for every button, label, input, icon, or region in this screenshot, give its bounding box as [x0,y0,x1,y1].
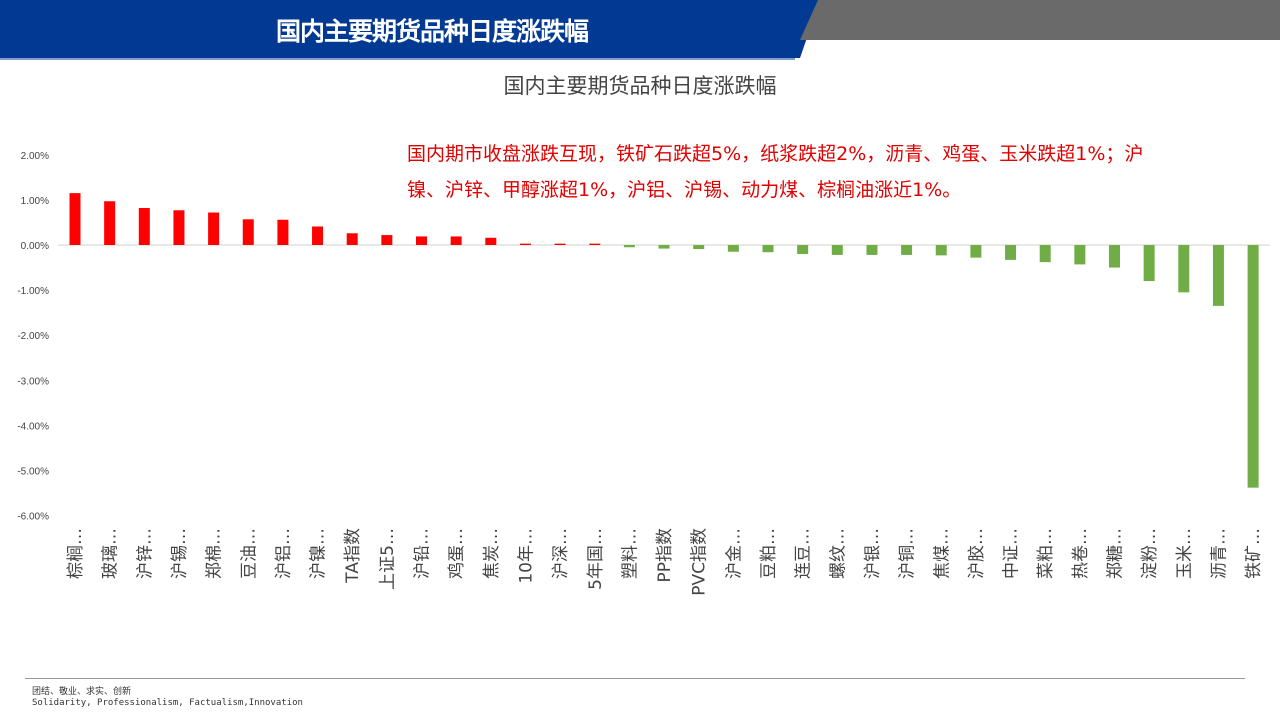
x-tick-label: 5年国… [586,528,606,590]
x-tick-label: 郑棉… [205,528,225,579]
footer-motto-en: Solidarity, Professionalism, Factualism,… [32,698,303,708]
bar [866,245,878,255]
y-tick-label: -1.00% [17,286,49,297]
bar [138,208,150,245]
x-tick-label: 沪锡… [170,528,190,579]
header-bar [0,0,820,58]
bar [901,245,913,255]
x-tick-label: 塑料… [620,528,640,579]
bar [623,245,635,248]
y-tick-label: -6.00% [17,512,49,523]
bar [277,219,289,245]
x-tick-label: 棕榈… [66,528,86,579]
bar [762,245,774,253]
bar-chart: 2.00% 1.00% 0.00% -1.00% -2.00% -3.00% -4.00% -… [17,151,1270,596]
bar [450,236,462,245]
y-tick-label: 2.00% [21,151,49,162]
x-tick-label: PP指数 [655,528,675,583]
x-tick-label: TA指数 [343,528,363,584]
x-tick-label: 鸡蛋… [447,528,467,579]
footer-motto-cn: 团结、敬业、求实、创新 [32,687,132,697]
y-tick-label: -4.00% [17,421,49,432]
chart-annotation: 国内期市收盘涨跌互现，铁矿石跌超5%，纸浆跌超2%，沥青、鸡蛋、玉米跌超1%；沪… [407,143,1144,201]
x-tick-label: 沪镍… [309,528,329,579]
y-tick-label: -3.00% [17,376,49,387]
bar [69,193,81,245]
x-tick-label: 铁矿… [1244,528,1264,579]
header-underline [0,58,795,60]
x-tick-label: PVC指数 [690,528,710,596]
x-tick-label: 热卷… [1071,528,1091,579]
x-tick-label: 上证5… [378,528,398,590]
x-tick-label: 豆油… [239,528,259,579]
x-tick-label: 沪银… [863,528,883,579]
x-tick-label: 连豆… [794,528,814,579]
x-tick-label: 焦炭… [482,528,502,579]
bar [104,201,116,245]
bar [1074,245,1086,265]
x-tick-label: 沪金… [724,528,744,579]
bar [208,212,220,245]
bar [242,219,254,245]
x-tick-label: 菜粕… [1036,528,1056,579]
bar [1039,245,1051,263]
x-tick-label: 玻璃… [101,528,121,579]
bar [831,245,843,255]
y-tick-label: -2.00% [17,331,49,342]
bar [1247,245,1259,488]
bar [658,245,670,249]
bar [1178,245,1190,293]
y-tick-label: 1.00% [21,196,49,207]
bar [485,237,497,245]
bar [416,236,427,245]
x-tick-label: 沪锌… [135,528,155,579]
bar [554,243,566,245]
bar [312,226,324,245]
bar [346,233,358,245]
x-tick-label: 中证… [1002,528,1022,579]
y-tick-label: -5.00% [17,467,49,478]
x-tick-label: 郑糖… [1106,528,1126,579]
x-tick-label: 沪铅… [413,528,433,579]
x-tick-label: 玉米… [1175,528,1195,579]
x-tick-label: 豆粕… [759,528,779,579]
bar [381,235,393,245]
chart-title: 国内主要期货品种日度涨跌幅 [503,74,777,98]
bar [935,245,947,256]
x-tick-label: 沪铜… [898,528,918,579]
bar [519,243,531,245]
bar [727,245,739,252]
y-tick-label: 0.00% [21,241,49,252]
bar [1143,245,1155,282]
x-tick-label: 焦煤… [932,528,952,579]
bar [797,245,809,255]
bar [589,243,601,245]
x-tick-label: 沪胶… [967,528,987,579]
bar [970,245,982,258]
page-title: 国内主要期货品种日度涨跌幅 [276,17,589,46]
x-tick-label: 10年… [516,528,536,584]
x-tick-label: 沪铝… [274,528,294,579]
bar [1005,245,1017,260]
bar [173,210,185,245]
bar [1212,245,1224,306]
bar [693,245,705,250]
x-tick-label: 沥青… [1209,528,1229,579]
footer-divider [25,678,1245,679]
x-tick-label: 淀粉… [1140,528,1160,579]
bar [1109,245,1120,268]
x-tick-label: 沪深… [551,528,571,579]
x-tick-label: 螺纹… [828,528,848,579]
header-gray-band [800,0,1280,40]
